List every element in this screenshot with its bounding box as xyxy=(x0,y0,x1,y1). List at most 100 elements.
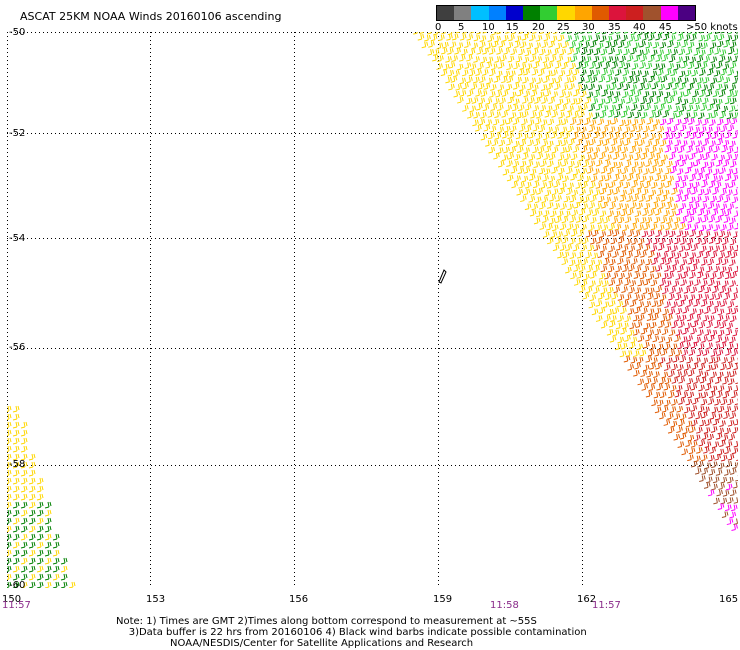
wind-barb xyxy=(640,112,648,119)
wind-barb xyxy=(535,210,543,218)
wind-barb xyxy=(512,160,520,168)
wind-barb xyxy=(455,84,462,91)
wind-barb xyxy=(649,343,656,351)
wind-barb xyxy=(721,511,729,518)
wind-barb xyxy=(697,266,705,274)
wind-barb xyxy=(658,202,666,210)
wind-barb xyxy=(637,314,645,322)
wind-barb xyxy=(647,34,655,41)
wind-barb xyxy=(472,119,479,127)
wind-barb xyxy=(666,217,673,224)
wind-barb xyxy=(729,140,736,148)
wind-barb xyxy=(542,175,549,182)
wind-barb xyxy=(628,35,636,42)
wind-barb xyxy=(695,238,702,245)
wind-barb xyxy=(664,301,671,309)
wind-barb xyxy=(586,147,594,154)
wind-barb xyxy=(607,308,614,316)
wind-barb xyxy=(631,140,639,148)
wind-barb xyxy=(493,152,500,160)
wind-barb xyxy=(734,357,738,365)
wind-barb xyxy=(557,132,564,139)
wind-barb xyxy=(583,273,590,281)
wind-barb xyxy=(724,447,731,455)
wind-barb xyxy=(578,111,585,118)
wind-barb xyxy=(688,140,696,148)
wind-barb xyxy=(726,168,734,176)
wind-barb xyxy=(732,132,738,139)
wind-barb xyxy=(612,307,620,315)
wind-barb xyxy=(665,49,672,56)
wind-barb xyxy=(610,139,618,146)
wind-barb xyxy=(557,154,565,161)
wind-barb xyxy=(717,462,725,470)
wind-barb xyxy=(696,447,703,454)
colorbar-label: 15 xyxy=(506,22,519,33)
wind-barb xyxy=(7,525,12,533)
wind-barb xyxy=(687,216,695,223)
wind-barb xyxy=(537,69,545,77)
wind-barb xyxy=(720,203,728,211)
wind-barb xyxy=(7,501,12,509)
wind-barb xyxy=(655,286,662,293)
wind-barb xyxy=(606,189,614,196)
wind-barb xyxy=(486,56,494,64)
wind-barb xyxy=(645,195,653,202)
wind-barb xyxy=(655,76,662,83)
wind-barb xyxy=(12,549,20,557)
wind-barb xyxy=(28,493,36,501)
wind-barb xyxy=(733,481,738,489)
wind-barb xyxy=(12,565,20,573)
wind-barb xyxy=(605,154,612,162)
wind-barb xyxy=(626,195,633,203)
wind-barb xyxy=(695,119,702,127)
wind-barb xyxy=(726,189,733,197)
wind-barb xyxy=(586,266,593,273)
wind-barb xyxy=(36,517,44,525)
wind-barb xyxy=(587,244,595,252)
wind-barb xyxy=(608,181,616,189)
wind-barb xyxy=(732,462,738,469)
wind-barb xyxy=(632,217,640,225)
wind-barb xyxy=(629,146,637,154)
wind-barb xyxy=(534,175,542,183)
wind-barb xyxy=(647,293,654,300)
wind-barb xyxy=(580,224,587,231)
wind-barb xyxy=(521,34,529,41)
wind-barb xyxy=(563,230,570,237)
wind-barb xyxy=(706,69,714,76)
wind-barb xyxy=(615,126,622,134)
wind-barb xyxy=(485,119,493,127)
wind-barb xyxy=(625,238,632,246)
wind-barb xyxy=(715,98,723,106)
wind-barb xyxy=(719,167,726,175)
wind-barb xyxy=(595,84,603,92)
wind-barb xyxy=(671,245,678,252)
wind-barb xyxy=(615,48,623,56)
wind-barb xyxy=(640,175,647,183)
wind-barb xyxy=(687,434,695,442)
wind-barb xyxy=(612,153,620,160)
wind-barb xyxy=(698,363,706,371)
wind-barb xyxy=(640,77,647,85)
wind-barb xyxy=(625,272,633,280)
wind-barb xyxy=(703,56,710,63)
wind-barb xyxy=(513,98,520,106)
wind-barb xyxy=(685,440,692,448)
wind-barb xyxy=(448,83,455,91)
wind-barb xyxy=(667,96,675,104)
wind-barb xyxy=(681,195,689,202)
wind-barb xyxy=(575,216,583,223)
wind-barb xyxy=(624,161,632,168)
wind-barb xyxy=(52,581,60,588)
wind-barb xyxy=(707,398,715,405)
wind-barb xyxy=(534,196,542,204)
wind-barb xyxy=(638,84,646,91)
wind-barb xyxy=(539,48,546,56)
wind-barb xyxy=(718,252,726,259)
wind-barb xyxy=(581,237,589,245)
colorbar-swatch xyxy=(540,6,558,20)
wind-barb xyxy=(682,55,690,63)
wind-map xyxy=(7,32,738,588)
wind-barb xyxy=(675,308,683,315)
